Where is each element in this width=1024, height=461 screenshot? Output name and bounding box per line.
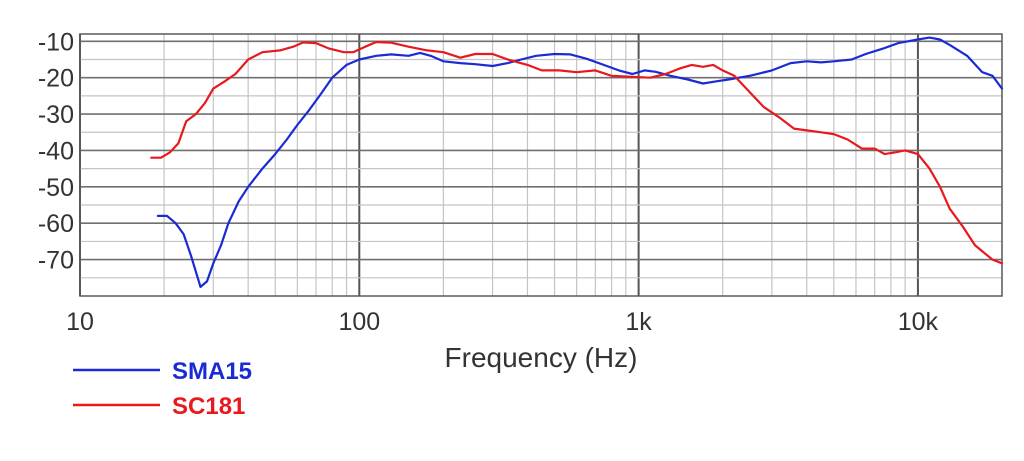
- y-tick-label: -40: [38, 137, 74, 165]
- x-tick-label: 100: [338, 308, 380, 336]
- y-tick-label: -50: [38, 174, 74, 202]
- x-axis-ticks: 10 100 1k 10k: [66, 308, 938, 336]
- y-tick-label: -30: [38, 101, 74, 129]
- x-tick-label: 1k: [625, 308, 652, 336]
- y-axis-ticks: -10 -20 -30 -40 -50 -60 -70: [38, 28, 74, 274]
- series-lines: [150, 36, 1004, 288]
- legend: SMA15 SC181: [73, 358, 252, 420]
- series-line-sc181: [150, 40, 1004, 265]
- y-tick-label: -20: [38, 65, 74, 93]
- plot-frame: [79, 33, 1003, 297]
- y-tick-label: -60: [38, 210, 74, 238]
- x-axis-title: Frequency (Hz): [445, 342, 638, 373]
- legend-label-sma15: SMA15: [172, 358, 252, 385]
- series-line-sma15: [156, 36, 1004, 288]
- legend-label-sc181: SC181: [172, 393, 245, 420]
- grid: [79, 34, 1003, 296]
- y-tick-label: -10: [38, 28, 74, 56]
- y-tick-label: -70: [38, 247, 74, 275]
- x-tick-label: 10: [66, 308, 94, 336]
- x-tick-label: 10k: [898, 308, 939, 336]
